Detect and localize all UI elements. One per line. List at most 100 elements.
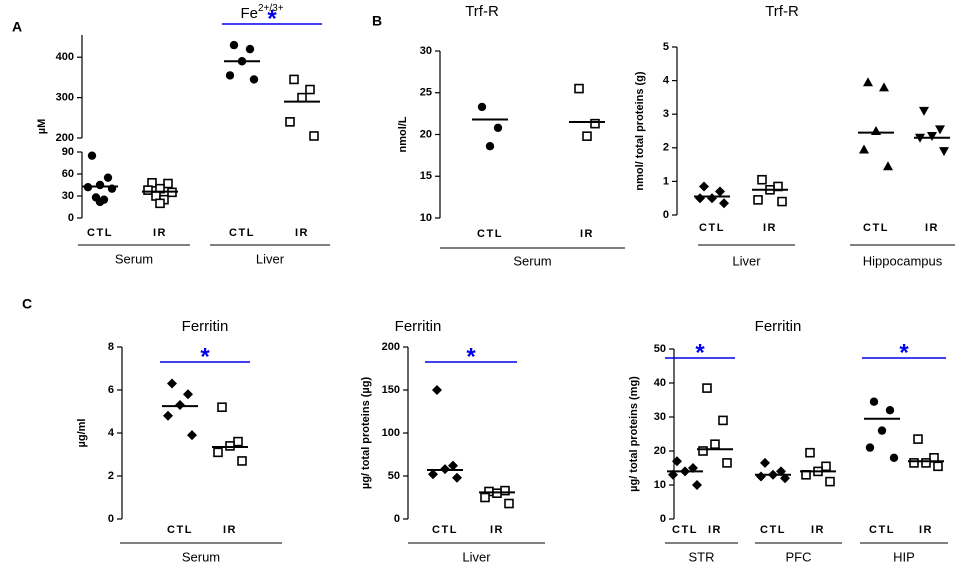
y-axis-label: µg/ total proteins (µg) bbox=[360, 377, 372, 490]
data-point bbox=[480, 492, 490, 503]
data-point bbox=[163, 178, 173, 189]
data-point bbox=[163, 410, 173, 421]
y-axis-label: µg/ total proteins (mg) bbox=[628, 376, 640, 492]
y-tick-label: 15 bbox=[420, 170, 432, 182]
data-point bbox=[718, 415, 728, 426]
data-point bbox=[167, 378, 177, 389]
y-axis-label: nmol/ total proteins (g) bbox=[634, 71, 646, 190]
significance-star: * bbox=[466, 343, 476, 370]
data-point bbox=[213, 447, 223, 458]
title-text: Trf-R bbox=[465, 3, 499, 20]
y-tick-label: 25 bbox=[420, 87, 432, 99]
data-point bbox=[921, 458, 931, 468]
x-tick-label: IR bbox=[580, 228, 594, 240]
y-tick-label: 0 bbox=[108, 513, 114, 525]
section-label: Serum bbox=[115, 251, 153, 266]
panel-label: C bbox=[22, 296, 32, 312]
data-point bbox=[225, 71, 235, 80]
data-point bbox=[95, 197, 105, 207]
section-label: HIP bbox=[893, 549, 915, 564]
y-tick-label: 20 bbox=[654, 445, 666, 457]
data-point bbox=[574, 83, 584, 94]
section-label: Liver bbox=[462, 549, 491, 564]
title-text: Trf-R bbox=[765, 3, 799, 20]
x-tick-label: IR bbox=[919, 524, 933, 536]
data-point bbox=[229, 40, 239, 50]
data-point bbox=[245, 44, 255, 54]
x-tick-label: CTL bbox=[432, 524, 458, 536]
x-tick-label: IR bbox=[811, 524, 825, 536]
data-point bbox=[935, 125, 945, 135]
data-point bbox=[143, 185, 153, 195]
data-point bbox=[722, 458, 732, 468]
x-tick-label: IR bbox=[763, 222, 777, 234]
data-point bbox=[869, 397, 879, 406]
data-point bbox=[919, 106, 929, 116]
data-point bbox=[933, 461, 943, 472]
y-tick-label: 90 bbox=[62, 146, 74, 158]
data-point bbox=[753, 195, 763, 205]
data-point bbox=[297, 92, 307, 103]
data-point bbox=[155, 198, 165, 209]
data-point bbox=[699, 181, 709, 192]
section-label: Liver bbox=[732, 253, 761, 268]
data-point bbox=[493, 123, 503, 133]
significance-star: * bbox=[200, 343, 210, 370]
chart-title: Trf-R bbox=[465, 3, 499, 20]
x-tick-label: IR bbox=[153, 227, 167, 239]
data-point bbox=[289, 74, 299, 85]
data-point bbox=[582, 131, 592, 141]
y-tick-label: 3 bbox=[663, 108, 669, 120]
y-tick-label: 5 bbox=[663, 41, 669, 53]
title-text: Ferritin bbox=[395, 318, 442, 335]
data-point bbox=[504, 498, 514, 509]
data-point bbox=[448, 460, 458, 471]
panel-label: A bbox=[12, 19, 22, 35]
title-superscript: 2+/3+ bbox=[258, 3, 284, 14]
section-label: Liver bbox=[256, 251, 285, 266]
data-point bbox=[909, 458, 919, 468]
chart-title: Fe2+/3+ bbox=[240, 3, 283, 22]
title-text: Ferritin bbox=[755, 318, 802, 335]
y-tick-label: 100 bbox=[382, 427, 400, 439]
data-point bbox=[805, 447, 815, 458]
title-text: Fe bbox=[240, 5, 258, 22]
x-tick-label: CTL bbox=[869, 524, 895, 536]
x-tick-label: IR bbox=[490, 524, 504, 536]
data-point bbox=[879, 82, 889, 92]
data-point bbox=[175, 400, 185, 411]
data-point bbox=[477, 102, 487, 112]
panel-label: B bbox=[372, 13, 382, 29]
data-point bbox=[889, 453, 899, 462]
data-point bbox=[863, 77, 873, 87]
data-point bbox=[865, 443, 875, 452]
data-point bbox=[485, 141, 495, 151]
data-point bbox=[707, 193, 717, 204]
y-tick-label: 4 bbox=[108, 427, 115, 439]
title-text: Ferritin bbox=[182, 318, 229, 335]
data-point bbox=[500, 485, 510, 496]
x-tick-label: CTL bbox=[87, 227, 113, 239]
chart-title: Trf-R bbox=[765, 3, 799, 20]
data-point bbox=[883, 161, 893, 171]
x-tick-label: CTL bbox=[760, 524, 786, 536]
significance-star: * bbox=[899, 339, 909, 366]
data-point bbox=[877, 426, 887, 435]
data-point bbox=[249, 75, 259, 84]
data-point bbox=[103, 173, 113, 182]
x-tick-label: CTL bbox=[699, 222, 725, 234]
data-point bbox=[760, 457, 770, 468]
y-tick-label: 30 bbox=[654, 411, 666, 423]
y-tick-label: 50 bbox=[654, 343, 666, 355]
significance-star: * bbox=[267, 5, 277, 32]
data-point bbox=[695, 193, 705, 204]
significance-star: * bbox=[695, 339, 705, 366]
chart-title: Ferritin bbox=[182, 318, 229, 335]
data-point bbox=[777, 196, 787, 207]
data-point bbox=[913, 434, 923, 444]
section-label: PFC bbox=[786, 549, 812, 564]
y-tick-label: 30 bbox=[62, 190, 74, 202]
y-tick-label: 0 bbox=[660, 513, 666, 525]
chart-title: Ferritin bbox=[395, 318, 442, 335]
